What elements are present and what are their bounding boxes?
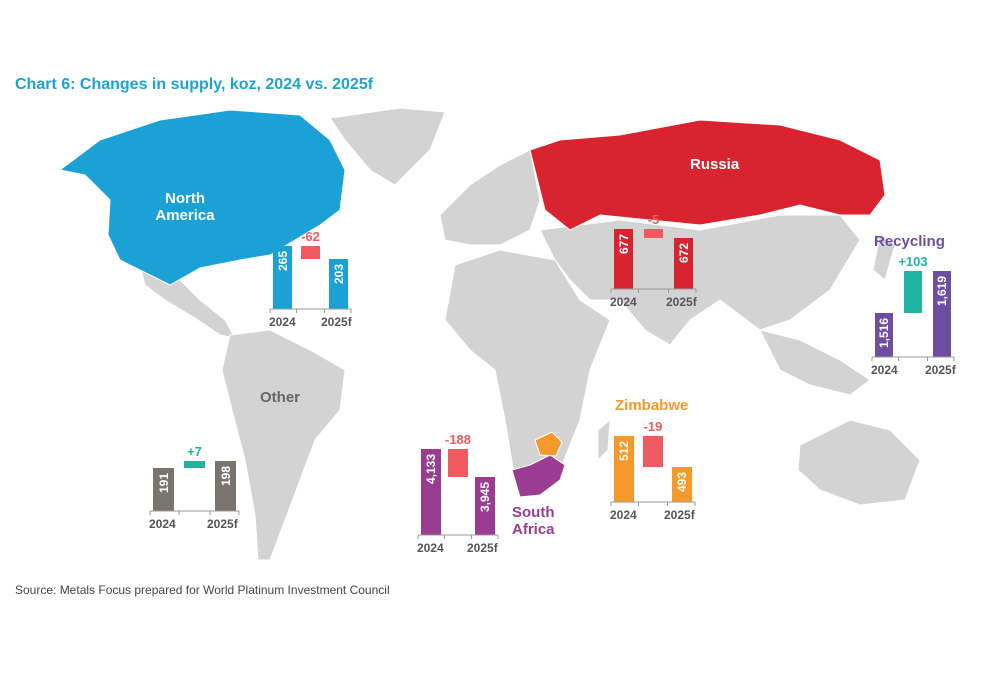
map-japan [872,234,896,281]
change-label: +7 [187,444,202,459]
label-north-america: North America [155,190,215,224]
bar-2024 [153,468,174,511]
map-zimbabwe [534,431,563,457]
label-south-africa: South Africa [512,504,555,538]
bar-2025f [672,467,692,502]
year-label-2025f: 2025f [467,541,498,555]
bar-change [904,271,922,313]
chart-title: Chart 6: Changes in supply, koz, 2024 vs… [15,76,374,93]
label-other: Other [260,389,301,406]
map-south-america [221,329,346,561]
year-label-2024: 2024 [871,363,898,377]
bar-2025f [329,259,348,309]
bar-change [644,229,663,238]
year-label-2024: 2024 [610,508,637,522]
value-label-2025f: 493 [675,472,689,493]
bar-change [184,461,205,468]
value-label-2025f: 3,945 [478,482,492,513]
bar-2024 [614,436,634,502]
bar-2025f [475,477,495,535]
change-label: -188 [444,432,472,447]
bar-2024 [273,246,292,309]
bar-2025f [215,461,236,511]
map-greenland [329,107,446,186]
label-zimbabwe: Zimbabwe [615,397,689,414]
source-note: Source: Metals Focus prepared for World … [15,583,390,597]
year-label-2024: 2024 [610,295,637,309]
year-label-2024: 2024 [269,315,296,329]
year-label-2025f: 2025f [207,517,238,531]
year-label-2025f: 2025f [664,508,695,522]
value-label-2024: 265 [275,251,290,272]
map-south-africa [511,454,566,498]
bar-change [448,449,468,477]
label-recycling: Recycling [874,233,945,250]
map-southeast-asia [759,329,871,396]
value-label-2024: 191 [156,473,171,494]
change-label: +103 [898,254,928,269]
value-label-2025f: 672 [676,243,691,264]
map-russia [529,119,886,231]
year-label-2025f: 2025f [925,363,956,377]
bar-change [643,436,663,467]
change-label: -5 [647,212,660,227]
value-label-2024: 512 [617,441,631,462]
change-label: -62 [301,229,320,244]
bar-change [301,246,320,259]
value-label-2024: 4,133 [424,454,438,485]
map-australia [797,419,921,506]
value-label-2024: 1,516 [877,318,891,349]
bar-2024 [875,313,893,357]
change-label: -19 [643,419,663,434]
map-madagascar [597,418,611,462]
bar-2024 [421,449,441,535]
label-russia: Russia [690,156,740,173]
value-label-2025f: 198 [218,466,233,487]
value-label-2025f: 1,619 [935,276,949,307]
year-label-2024: 2024 [149,517,176,531]
year-label-2025f: 2025f [321,315,352,329]
bar-2025f [674,238,693,289]
bar-2024 [614,229,633,289]
map-central-america [139,264,236,339]
bar-2025f [933,271,951,357]
year-label-2024: 2024 [417,541,444,555]
value-label-2024: 677 [616,234,631,255]
year-label-2025f: 2025f [666,295,697,309]
map-europe [439,149,541,246]
value-label-2025f: 203 [331,264,346,285]
